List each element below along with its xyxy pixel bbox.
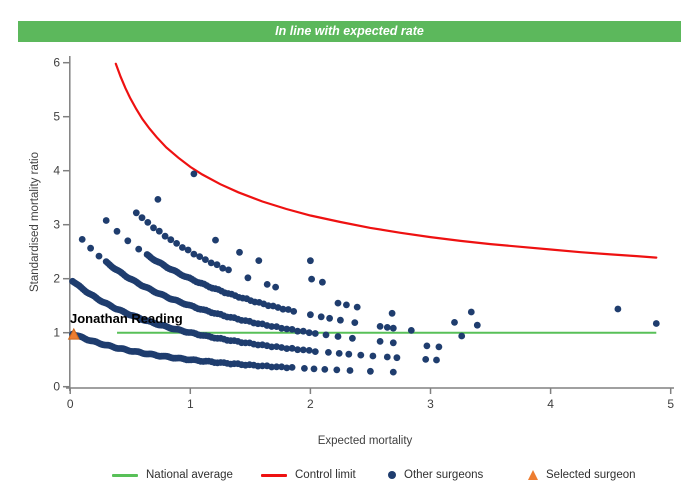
legend-item-selected-surgeon: Selected surgeon <box>528 466 636 484</box>
axes: 0 1 2 3 4 5 0 1 2 3 4 5 6 <box>53 56 674 411</box>
svg-text:4: 4 <box>53 164 60 178</box>
svg-text:3: 3 <box>427 397 434 411</box>
svg-text:4: 4 <box>547 397 554 411</box>
svg-text:0: 0 <box>53 380 60 394</box>
other-surgeons-dot-swatch <box>388 471 396 479</box>
control-limit-line-swatch <box>261 473 287 477</box>
other-surgeons-points[interactable] <box>69 170 660 376</box>
control-limit-line <box>114 62 658 259</box>
svg-text:1: 1 <box>187 397 194 411</box>
national-average-line-swatch <box>112 473 138 477</box>
svg-text:1: 1 <box>53 326 60 340</box>
legend-item-other-surgeons: Other surgeons <box>388 466 483 484</box>
svg-text:0: 0 <box>67 397 74 411</box>
svg-text:2: 2 <box>307 397 314 411</box>
legend-item-national-average: National average <box>112 466 233 484</box>
selected-surgeon-label: Jonathan Reading <box>70 311 183 326</box>
svg-text:3: 3 <box>53 218 60 232</box>
y-axis-title: Standardised mortality ratio <box>29 152 41 292</box>
legend-label: National average <box>146 469 233 481</box>
legend-label: Control limit <box>295 469 356 481</box>
selected-surgeon-triangle-swatch <box>528 470 538 480</box>
x-axis-title: Expected mortality <box>318 435 413 447</box>
svg-text:5: 5 <box>667 397 674 411</box>
legend: National average Control limit Other sur… <box>0 466 700 484</box>
legend-item-control-limit: Control limit <box>261 466 356 484</box>
status-banner: In line with expected rate <box>18 21 681 42</box>
legend-label: Other surgeons <box>404 469 484 481</box>
legend-label: Selected surgeon <box>546 469 636 481</box>
selected-surgeon-marker[interactable] <box>67 327 80 340</box>
svg-text:6: 6 <box>53 56 60 70</box>
svg-text:5: 5 <box>53 110 60 124</box>
svg-text:2: 2 <box>53 272 60 286</box>
